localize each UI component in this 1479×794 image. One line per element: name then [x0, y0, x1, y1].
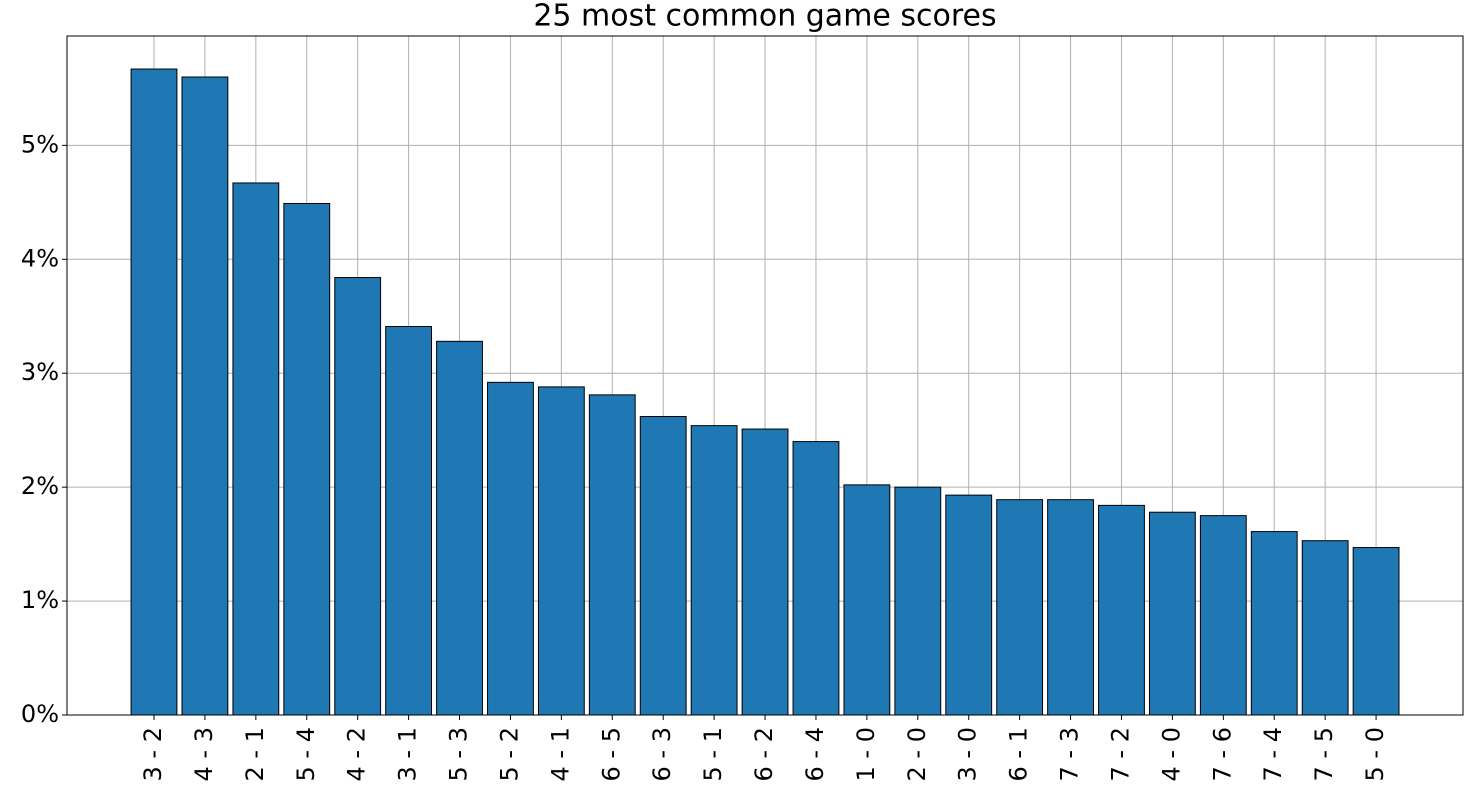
bar	[130, 68, 178, 716]
x-tick-label: 4 - 1	[546, 727, 574, 781]
bar	[588, 394, 636, 716]
bar	[741, 428, 789, 716]
bar	[639, 416, 687, 716]
x-tick-label: 5 - 3	[445, 727, 473, 781]
bar	[1250, 531, 1298, 716]
x-tick-label: 2 - 1	[241, 727, 269, 781]
bar	[232, 182, 280, 716]
chart-title: 25 most common game scores	[533, 0, 996, 34]
y-tick-label: 3%	[21, 358, 59, 386]
x-tick-label: 7 - 2	[1106, 727, 1134, 781]
bar	[181, 76, 229, 716]
x-tick-label: 7 - 5	[1310, 727, 1338, 781]
y-tick-label: 1%	[21, 586, 59, 614]
x-tick-label: 6 - 3	[648, 727, 676, 781]
x-tick-label: 6 - 5	[597, 727, 625, 781]
bar	[537, 386, 585, 716]
bar	[334, 277, 382, 716]
x-tick-label: 7 - 6	[1208, 727, 1236, 781]
x-tick-label: 6 - 4	[801, 727, 829, 781]
bar	[792, 441, 840, 716]
bar	[1352, 547, 1400, 716]
bar	[690, 425, 738, 716]
x-tick-label: 3 - 2	[139, 727, 167, 781]
x-tick-label: 4 - 3	[190, 727, 218, 781]
bar	[1098, 504, 1145, 716]
x-tick-label: 6 - 2	[750, 727, 778, 781]
bar	[996, 499, 1044, 716]
x-tick-label: 4 - 2	[343, 727, 371, 781]
x-tick-label: 7 - 3	[1056, 727, 1084, 781]
bar	[283, 202, 331, 716]
bar	[487, 381, 534, 716]
bar	[385, 326, 433, 716]
x-tick-label: 5 - 4	[292, 727, 320, 781]
bar	[1301, 540, 1349, 716]
x-tick-label: 3 - 0	[954, 727, 982, 781]
y-tick-label: 2%	[21, 472, 59, 500]
x-tick-label: 2 - 0	[903, 727, 931, 781]
bar	[1199, 515, 1247, 716]
x-tick-label: 3 - 1	[394, 727, 422, 781]
x-tick-label: 5 - 2	[495, 727, 523, 781]
y-tick-label: 4%	[21, 244, 59, 272]
bar	[1047, 499, 1094, 716]
bar	[945, 494, 993, 716]
x-tick-label: 5 - 1	[699, 727, 727, 781]
x-tick-label: 1 - 0	[852, 727, 880, 781]
bar	[1148, 511, 1196, 716]
x-tick-label: 4 - 0	[1157, 727, 1185, 781]
bar	[894, 486, 942, 716]
y-tick-label: 5%	[21, 130, 59, 158]
x-tick-label: 5 - 0	[1361, 727, 1389, 781]
bar	[843, 484, 891, 716]
x-tick-label: 7 - 4	[1259, 727, 1287, 781]
bar	[436, 340, 483, 716]
y-tick-label: 0%	[21, 700, 59, 728]
x-tick-label: 6 - 1	[1005, 727, 1033, 781]
